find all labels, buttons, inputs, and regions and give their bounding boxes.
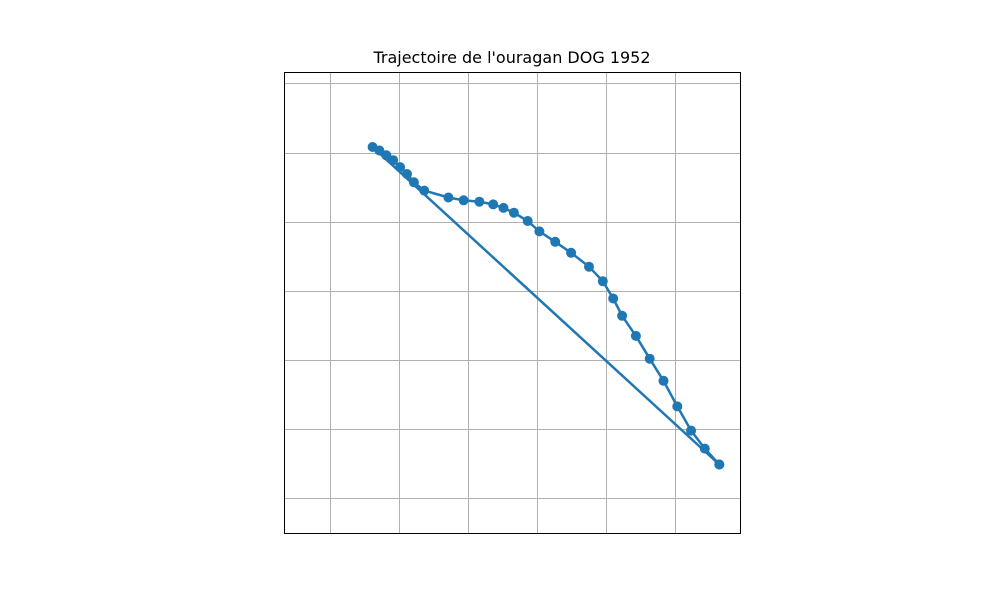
track-point: [699, 443, 710, 454]
track-point: [522, 216, 533, 226]
track-point: [550, 236, 561, 247]
track-point: [367, 142, 378, 152]
track-point: [443, 192, 454, 203]
hurricane-track: [367, 142, 725, 470]
track-point: [402, 169, 412, 179]
track-point: [597, 276, 608, 287]
track-point: [388, 155, 399, 166]
track-point: [608, 293, 619, 304]
track-point: [584, 261, 594, 272]
track-point: [686, 425, 697, 436]
track-point: [617, 310, 628, 321]
track-point: [419, 185, 430, 196]
track-point: [714, 459, 725, 470]
track-point: [474, 196, 485, 207]
track-point: [658, 375, 669, 386]
track-markers: [367, 142, 725, 470]
track-point: [488, 199, 499, 210]
track-point: [498, 202, 509, 213]
track-point: [534, 226, 545, 237]
track-point: [644, 353, 655, 364]
axes-frame: [284, 72, 741, 534]
chart-title: Trajectoire de l'ouragan DOG 1952: [372, 48, 650, 67]
track-point: [566, 247, 577, 258]
grid: [285, 73, 740, 533]
track-point: [672, 401, 683, 412]
track-point: [408, 177, 419, 188]
track-point: [458, 195, 469, 206]
track-point: [630, 330, 641, 341]
track-point: [395, 162, 406, 173]
track-point: [508, 207, 519, 218]
